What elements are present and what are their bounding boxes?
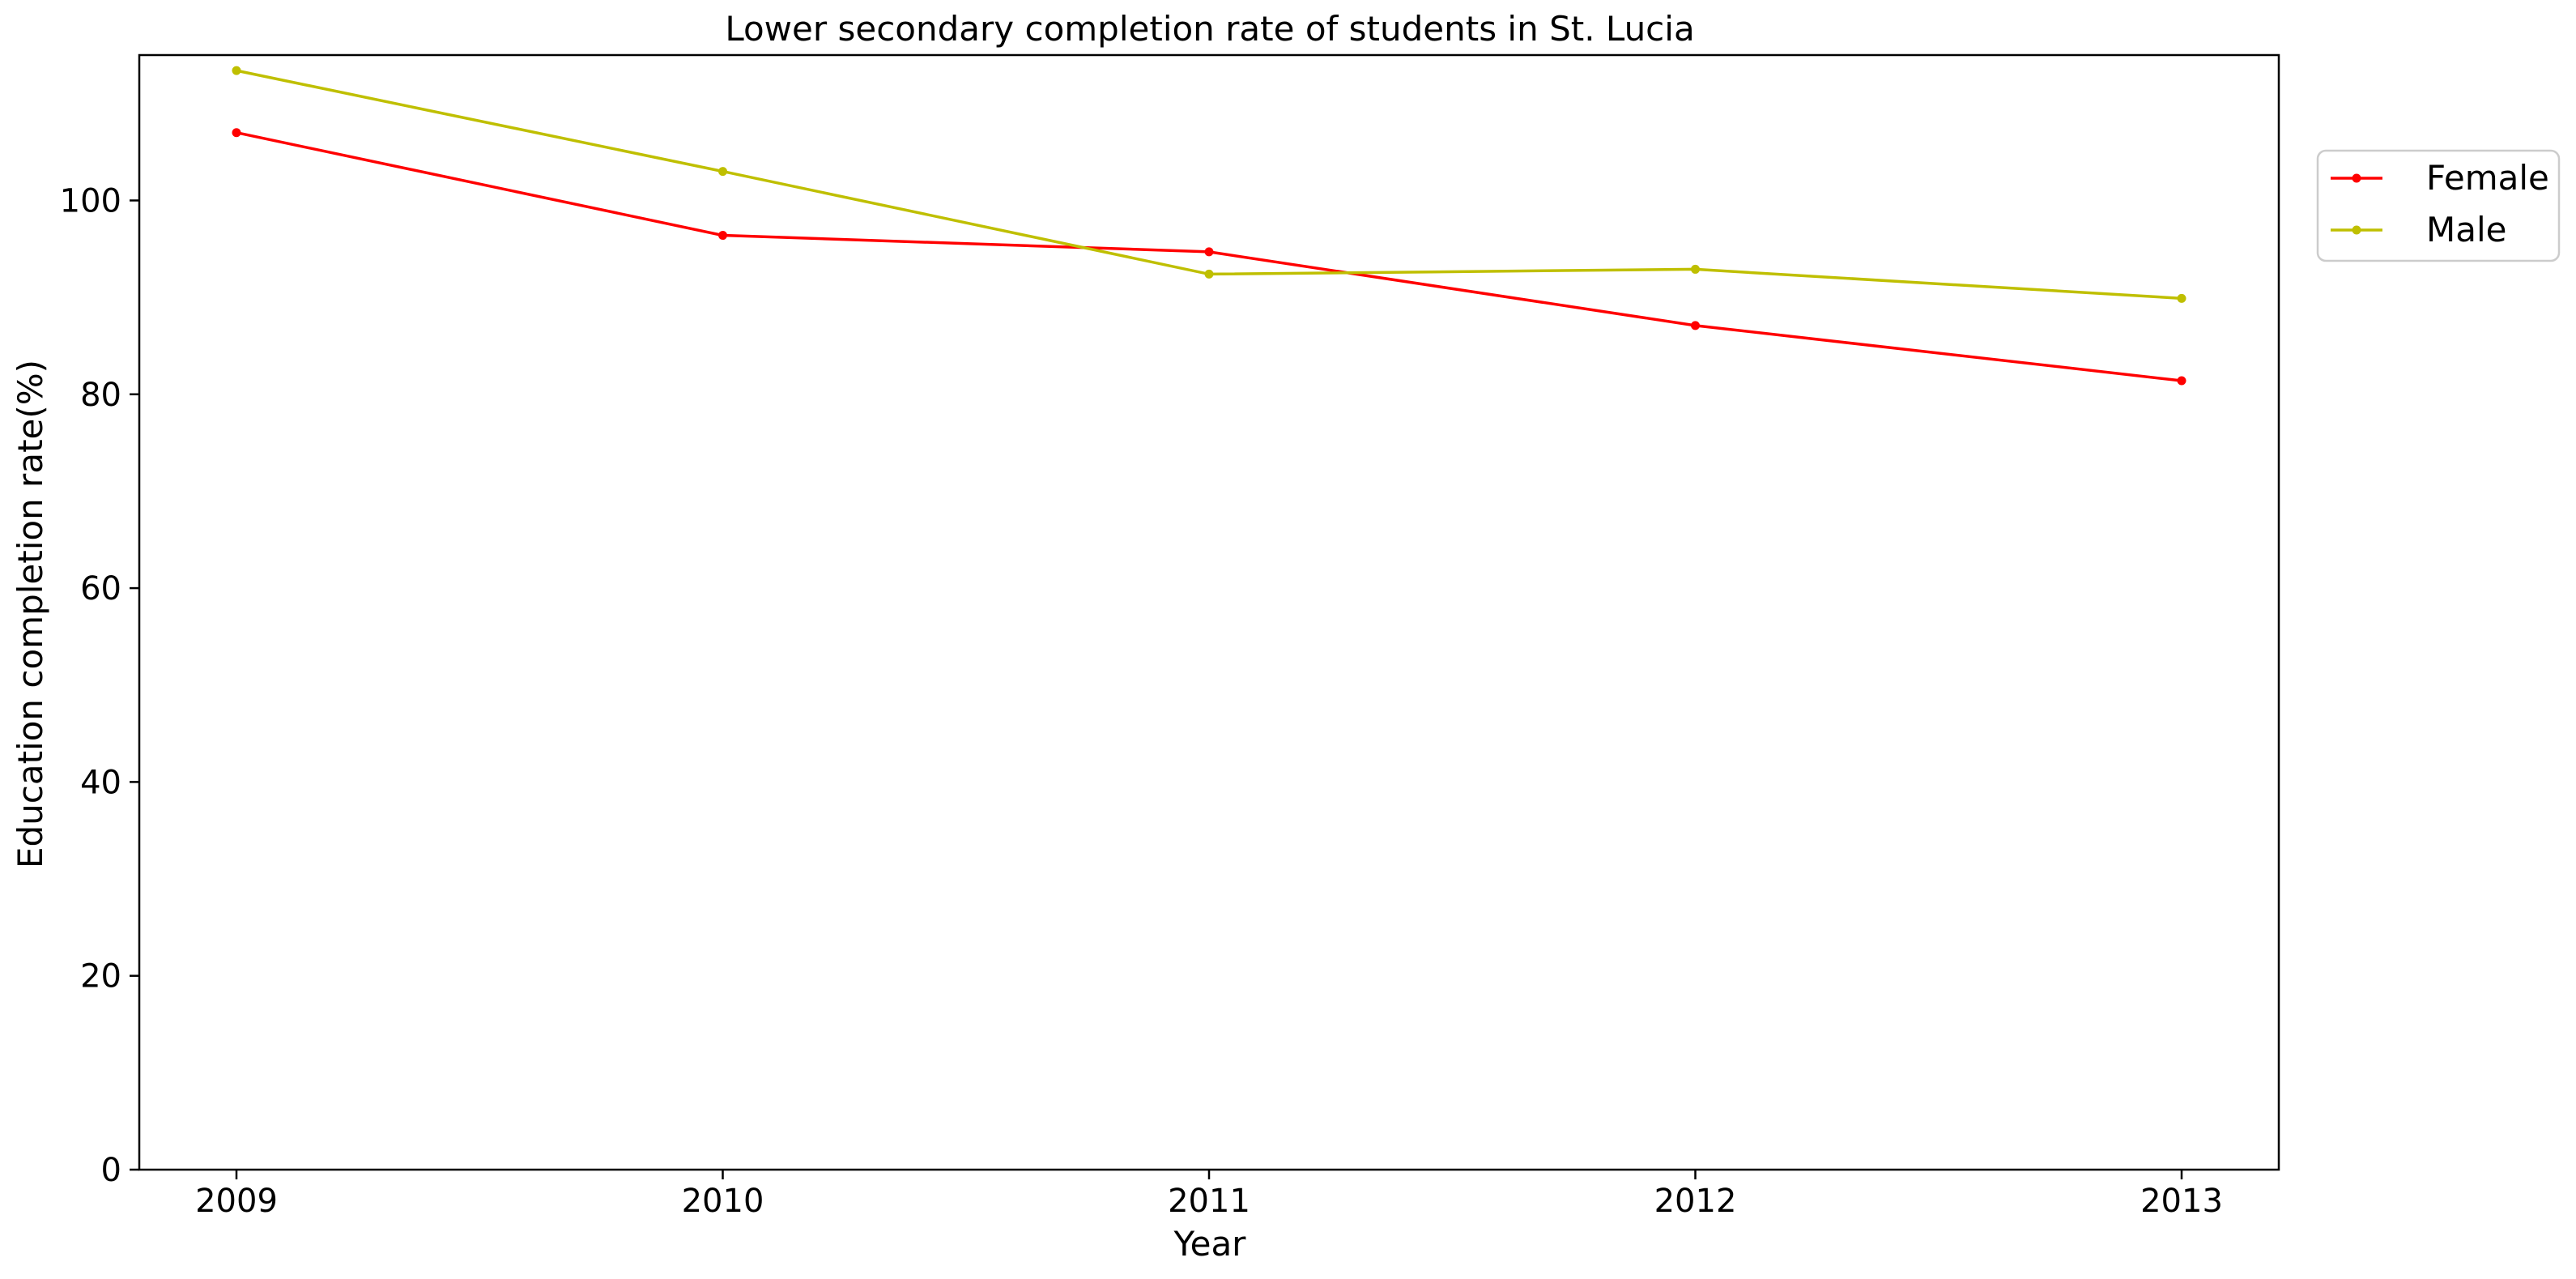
- series-line-male: [236, 69, 2182, 301]
- chart-title: Lower secondary completion rate of stude…: [725, 9, 1694, 49]
- data-point-female[interactable]: [718, 231, 727, 241]
- y-tick-label: 100: [60, 182, 121, 220]
- data-point-female[interactable]: [1691, 321, 1700, 330]
- data-point-male[interactable]: [718, 167, 727, 177]
- series-female: [232, 128, 2186, 386]
- y-tick-label: 40: [80, 764, 121, 801]
- y-axis: 0 20 40 60 80 100: [60, 182, 139, 1189]
- y-axis-label: Education completion rate(%): [11, 360, 50, 868]
- y-tick-label: 80: [80, 377, 121, 414]
- legend[interactable]: Female Male: [2316, 149, 2561, 262]
- legend-label-female: Female: [2426, 158, 2549, 198]
- legend-marker-female: [2352, 173, 2361, 183]
- x-axis: 2009 2010 2011 2012 2013: [195, 1170, 2223, 1220]
- series-line-female: [236, 131, 2182, 382]
- x-tick-label: 2012: [1654, 1183, 1737, 1220]
- data-point-female[interactable]: [2177, 376, 2186, 386]
- data-point-male[interactable]: [2177, 293, 2186, 303]
- series-layer: [232, 66, 2186, 386]
- x-tick-label: 2010: [682, 1183, 764, 1220]
- data-point-female[interactable]: [232, 128, 241, 138]
- legend-label-male: Male: [2426, 210, 2506, 249]
- y-tick-label: 60: [80, 570, 121, 608]
- x-axis-label: Year: [1173, 1224, 1247, 1264]
- data-point-male[interactable]: [1204, 269, 1214, 279]
- x-tick-label: 2011: [1168, 1183, 1250, 1220]
- plot-area-frame: [138, 53, 2280, 1171]
- data-point-male[interactable]: [1691, 264, 1700, 274]
- series-male: [232, 66, 2186, 303]
- y-tick-label: 0: [101, 1152, 121, 1189]
- x-tick-label: 2009: [195, 1183, 278, 1220]
- data-point-female[interactable]: [1204, 247, 1214, 257]
- y-tick-label: 20: [80, 958, 121, 995]
- legend-marker-male: [2352, 225, 2361, 235]
- x-tick-label: 2013: [2140, 1183, 2223, 1220]
- data-point-male[interactable]: [232, 66, 241, 75]
